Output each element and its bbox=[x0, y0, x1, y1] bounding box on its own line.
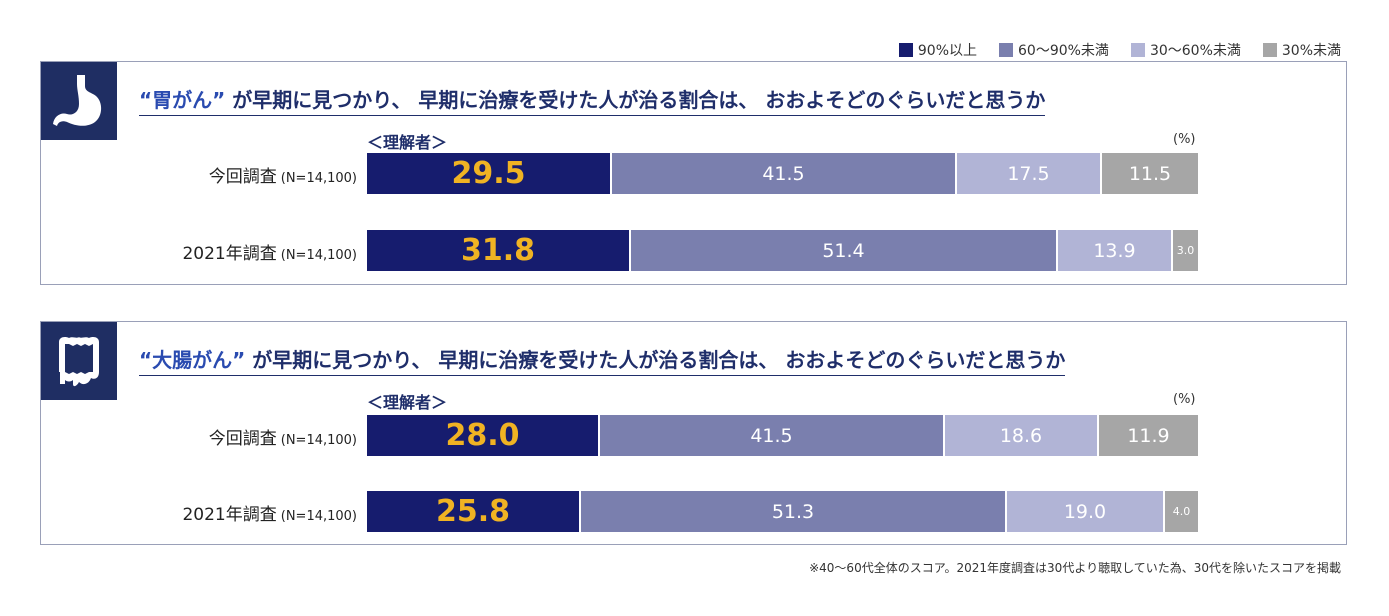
segment-60-90: 51.3 bbox=[581, 491, 1007, 532]
footnote: ※40〜60代全体のスコア。2021年度調査は30代より聴取していた為、30代を… bbox=[809, 561, 1341, 575]
data-label: 17.5 bbox=[1007, 162, 1050, 185]
legend: 90%以上 60〜90%未満 30〜60%未満 30%未満 bbox=[898, 40, 1341, 60]
question-keyword: “胃がん” bbox=[139, 88, 226, 112]
colon-cancer-panel: “大腸がん” が早期に見つかり、 早期に治療を受けた人が治る割合は、 おおよそど… bbox=[40, 321, 1347, 545]
unit-label: (%) bbox=[1173, 392, 1196, 407]
stacked-bar: 28.0 41.5 18.6 11.9 bbox=[367, 415, 1198, 456]
row-label: 2021年調査 (N=14,100) bbox=[51, 500, 357, 525]
segment-90-plus: 29.5 bbox=[367, 153, 612, 194]
row-label: 今回調査 (N=14,100) bbox=[51, 424, 357, 449]
segment-90-plus: 28.0 bbox=[367, 415, 600, 456]
segment-30-60: 13.9 bbox=[1058, 230, 1173, 271]
segment-30-60: 17.5 bbox=[957, 153, 1102, 194]
segment-60-90: 51.4 bbox=[631, 230, 1058, 271]
row-label: 今回調査 (N=14,100) bbox=[51, 162, 357, 187]
row-label: 2021年調査 (N=14,100) bbox=[51, 239, 357, 264]
data-label: 28.0 bbox=[445, 418, 520, 453]
data-label: 4.0 bbox=[1172, 505, 1191, 518]
legend-label: 60〜90%未満 bbox=[1018, 43, 1109, 59]
data-label: 11.5 bbox=[1128, 162, 1172, 185]
legend-item: 90%以上 bbox=[898, 40, 977, 60]
segment-under-30: 11.9 bbox=[1099, 415, 1198, 456]
segment-under-30: 3.0 bbox=[1173, 230, 1198, 271]
data-label: 13.9 bbox=[1093, 239, 1136, 262]
group-label: ＜理解者＞ bbox=[367, 133, 448, 152]
data-label: 29.5 bbox=[451, 156, 526, 191]
segment-30-60: 19.0 bbox=[1007, 491, 1165, 532]
question-text: が早期に見つかり、 早期に治療を受けた人が治る割合は、 おおよそどのぐらいだと思… bbox=[232, 88, 1046, 112]
question-text: が早期に見つかり、 早期に治療を受けた人が治る割合は、 おおよそどのぐらいだと思… bbox=[252, 348, 1066, 372]
data-label: 31.8 bbox=[460, 233, 536, 268]
unit-label: (%) bbox=[1173, 132, 1196, 147]
segment-90-plus: 31.8 bbox=[367, 230, 631, 271]
stomach-cancer-panel: “胃がん” が早期に見つかり、 早期に治療を受けた人が治る割合は、 おおよそどの… bbox=[40, 61, 1347, 285]
segment-under-30: 11.5 bbox=[1102, 153, 1198, 194]
row-label-n: (N=14,100) bbox=[280, 171, 357, 186]
row-label-n: (N=14,100) bbox=[280, 248, 357, 263]
legend-swatch bbox=[898, 43, 913, 57]
stacked-bar: 25.8 51.3 19.0 4.0 bbox=[367, 491, 1198, 532]
legend-swatch bbox=[999, 43, 1013, 57]
group-label: ＜理解者＞ bbox=[367, 393, 448, 412]
segment-60-90: 41.5 bbox=[600, 415, 945, 456]
row-label-n: (N=14,100) bbox=[280, 509, 357, 524]
segment-under-30: 4.0 bbox=[1165, 491, 1198, 532]
row-label-main: 今回調査 bbox=[208, 167, 277, 187]
data-label: 41.5 bbox=[762, 162, 805, 185]
stacked-bar: 29.5 41.5 17.5 11.5 bbox=[367, 153, 1198, 194]
row-label-main: 今回調査 bbox=[208, 429, 277, 449]
colon-icon bbox=[41, 322, 117, 400]
legend-item: 30%未満 bbox=[1262, 40, 1341, 60]
legend-item: 60〜90%未満 bbox=[999, 40, 1109, 60]
row-label-main: 2021年調査 bbox=[182, 244, 277, 264]
legend-label: 30%未満 bbox=[1281, 43, 1341, 59]
legend-swatch bbox=[1262, 43, 1277, 57]
stomach-icon bbox=[41, 62, 117, 140]
legend-swatch bbox=[1130, 43, 1145, 57]
data-label: 3.0 bbox=[1176, 244, 1195, 257]
legend-label: 30〜60%未満 bbox=[1149, 43, 1241, 59]
data-label: 41.5 bbox=[750, 424, 793, 447]
data-label: 18.6 bbox=[999, 424, 1043, 447]
segment-30-60: 18.6 bbox=[945, 415, 1099, 456]
stacked-bar: 31.8 51.4 13.9 3.0 bbox=[367, 230, 1198, 271]
question-title: “大腸がん” が早期に見つかり、 早期に治療を受けた人が治る割合は、 おおよそど… bbox=[139, 344, 1066, 376]
segment-90-plus: 25.8 bbox=[367, 491, 581, 532]
row-label-n: (N=14,100) bbox=[280, 433, 357, 448]
data-label: 51.4 bbox=[822, 239, 865, 262]
question-title: “胃がん” が早期に見つかり、 早期に治療を受けた人が治る割合は、 おおよそどの… bbox=[139, 84, 1046, 116]
data-label: 25.8 bbox=[435, 494, 511, 529]
legend-label: 90%以上 bbox=[917, 43, 977, 59]
data-label: 19.0 bbox=[1063, 500, 1107, 523]
question-keyword: “大腸がん” bbox=[139, 348, 246, 372]
legend-item: 30〜60%未満 bbox=[1130, 40, 1241, 60]
segment-60-90: 41.5 bbox=[612, 153, 957, 194]
data-label: 11.9 bbox=[1127, 424, 1170, 447]
data-label: 51.3 bbox=[771, 500, 815, 523]
row-label-main: 2021年調査 bbox=[182, 505, 277, 525]
